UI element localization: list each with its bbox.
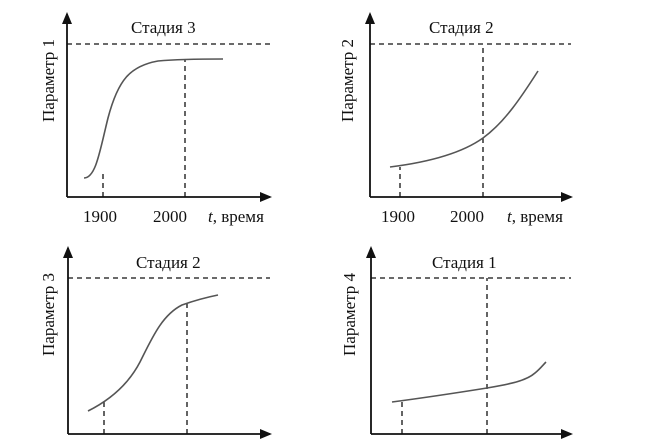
panel-3-stage-label: Стадия 2 xyxy=(136,253,201,272)
panel-2-y-label: Параметр 2 xyxy=(338,39,357,122)
panel-2-x-label-text: , время xyxy=(512,207,563,226)
panel-4-y-label: Параметр 4 xyxy=(340,272,359,356)
panel-2: Параметр 2 Стадия 2 1900 2000 t, время xyxy=(338,12,573,226)
panel-1-tick-2000: 2000 xyxy=(153,207,187,226)
panel-1-x-label-text: , время xyxy=(213,207,264,226)
panel-1-curve xyxy=(83,58,224,179)
panel-1-x-label: t, время xyxy=(208,207,264,226)
panel-1: Параметр 1 Стадия 3 1900 2000 t, время xyxy=(39,12,272,226)
panel-4: Параметр 4 Стадия 1 xyxy=(340,246,573,439)
panel-3-curve xyxy=(87,294,219,412)
panel-1-y-label: Параметр 1 xyxy=(39,39,58,122)
panel-2-curve xyxy=(389,70,539,168)
panel-3: Параметр 3 Стадия 2 xyxy=(39,246,272,439)
panel-1-stage-label: Стадия 3 xyxy=(131,18,196,37)
panel-2-x-label-var: t xyxy=(507,207,513,226)
panel-1-x-label-var: t xyxy=(208,207,214,226)
panel-1-tick-1900: 1900 xyxy=(83,207,117,226)
panel-4-curve xyxy=(391,361,547,403)
panel-2-tick-2000: 2000 xyxy=(450,207,484,226)
panel-2-tick-1900: 1900 xyxy=(381,207,415,226)
panel-3-y-label: Параметр 3 xyxy=(39,273,58,356)
panel-2-x-label: t, время xyxy=(507,207,563,226)
panel-4-stage-label: Стадия 1 xyxy=(432,253,497,272)
panel-2-stage-label: Стадия 2 xyxy=(429,18,494,37)
